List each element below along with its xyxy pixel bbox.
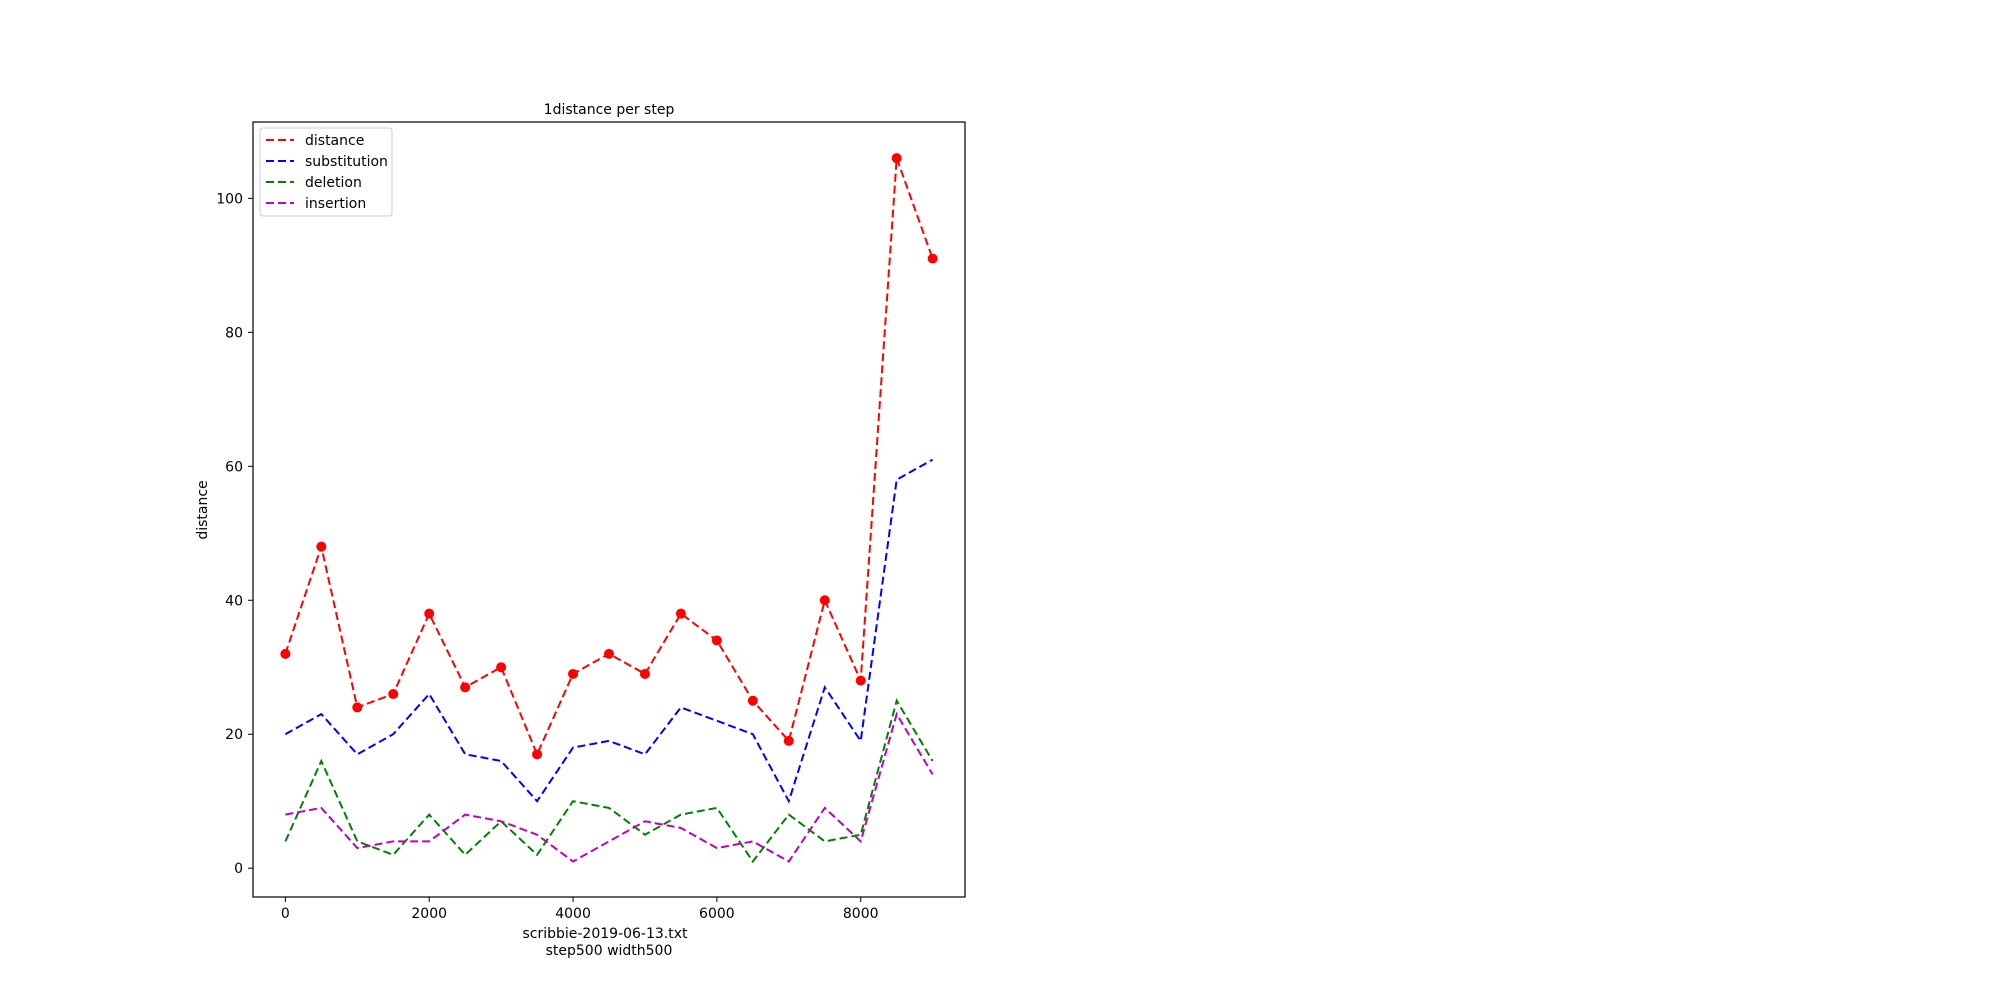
plot-area (280, 153, 938, 864)
y-tick-label: 80 (225, 325, 243, 341)
data-point-distance (604, 648, 614, 659)
x-tick-label: 0 (281, 906, 290, 922)
data-point-distance (711, 635, 722, 646)
data-point-distance (460, 682, 471, 693)
data-point-distance (819, 595, 830, 606)
y-tick-label: 60 (225, 459, 243, 475)
data-point-distance (424, 608, 435, 619)
data-point-distance (352, 702, 363, 713)
data-point-distance (675, 608, 686, 619)
x-axis-label: scribbie-2019-06-13.txt (522, 926, 688, 942)
y-tick-label: 40 (225, 593, 243, 609)
axes-frame (252, 121, 966, 898)
legend-label-insertion: insertion (305, 196, 366, 212)
data-point-distance (316, 541, 327, 552)
y-tick-label: 20 (225, 727, 243, 743)
y-axis-label: distance (195, 480, 211, 539)
legend: distance substitution deletion insertion (259, 127, 393, 217)
data-point-distance (496, 662, 507, 673)
y-tick-label: 100 (216, 191, 243, 207)
x-axis-label-line2: step500 width500 (546, 943, 673, 959)
data-point-distance (280, 648, 291, 659)
series-line-deletion (284, 698, 934, 864)
data-point-distance (568, 668, 579, 679)
series-line-distance (284, 157, 934, 757)
data-point-distance (855, 675, 866, 686)
legend-label-substitution: substitution (305, 154, 388, 170)
data-point-distance (388, 689, 399, 700)
data-point-distance (891, 153, 902, 164)
data-point-distance (927, 253, 938, 264)
chart-title: 1distance per step (544, 102, 675, 118)
legend-box (259, 127, 393, 217)
data-point-distance (747, 695, 758, 706)
data-point-distance (783, 735, 794, 746)
y-tick-label: 0 (234, 861, 243, 877)
x-tick-label: 8000 (843, 906, 879, 922)
data-point-distance (639, 668, 650, 679)
axis-ticks: 0 2000 4000 6000 8000 0 20 40 60 80 100 (216, 191, 878, 922)
x-tick-label: 6000 (699, 906, 735, 922)
data-point-distance (532, 749, 543, 760)
series-line-substitution (284, 458, 934, 804)
legend-label-distance: distance (305, 133, 364, 149)
x-tick-label: 2000 (411, 906, 447, 922)
series-line-insertion (285, 711, 934, 863)
legend-label-deletion: deletion (305, 175, 362, 191)
x-tick-label: 4000 (555, 906, 591, 922)
